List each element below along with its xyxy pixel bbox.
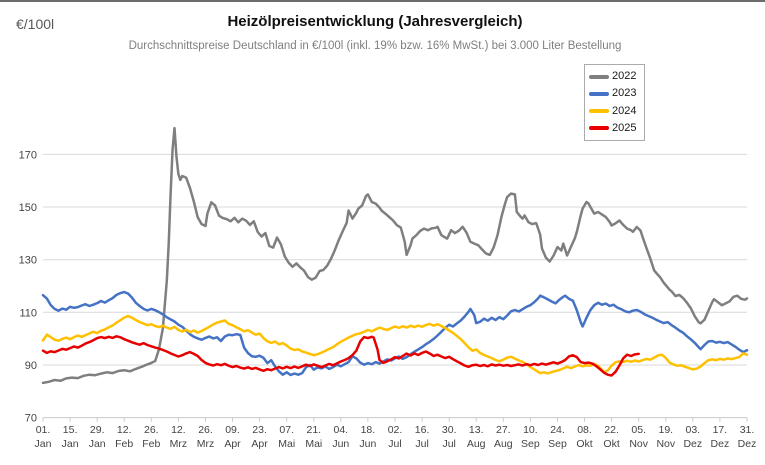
x-axis-tick-label-day: 19. [658,424,673,436]
series-line-2024 [41,314,749,375]
chart-subtitle: Durchschnittspreise Deutschland in €/100… [128,40,622,52]
legend-entry-2022: 2022 [589,71,640,82]
x-axis-tick-label-month: Nov [656,438,675,450]
chart-legend: 2022 2023 2024 2025 [584,64,645,141]
x-axis-tick-label-day: 08. [577,424,592,436]
legend-line-swatch [589,126,609,131]
x-axis-tick-label-month: Apr [251,438,268,450]
x-axis-tick-label-day: 16. [415,424,430,436]
x-axis-tick-label-month: Okt [576,438,592,450]
legend-label: 2022 [612,70,637,83]
x-axis-tick-label-month: Sep [521,438,540,450]
y-axis-tick-label: 150 [19,202,37,214]
top-edge-divider [0,0,765,2]
y-axis-tick-label: 90 [25,360,37,372]
x-axis-tick-label-day: 07. [279,424,294,436]
x-axis-tick-label-day: 22. [604,424,619,436]
x-axis-tick-label-day: 12. [171,424,186,436]
x-axis-tick-label-month: Dez [683,438,702,450]
series-line-2023 [41,290,749,377]
x-axis-tick-label-month: Jun [359,438,376,450]
x-axis-tick-label-day: 24. [550,424,565,436]
legend-line-swatch [589,109,609,114]
x-axis-tick-label-month: Jul [442,438,455,450]
x-axis-tick-label-day: 21. [306,424,321,436]
x-axis-tick-label-day: 12. [117,424,132,436]
y-axis-tick-label: 170 [19,149,37,161]
legend-entry-2025: 2025 [589,121,640,134]
x-axis-tick-label-month: Aug [494,438,513,450]
x-axis-tick-label-month: Feb [142,438,160,450]
x-axis-tick-label-day: 23. [252,424,267,436]
x-axis-tick-label-day: 27. [496,424,511,436]
x-axis-tick-label-month: Okt [603,438,619,450]
x-axis-tick-label-month: Sep [548,438,567,450]
x-axis-tick-label-month: Mrz [197,438,215,450]
legend-line-swatch [589,91,609,96]
x-axis-tick-label-day: 10. [523,424,538,436]
x-axis-tick-label-day: 03. [685,424,700,436]
y-axis-tick-label: 130 [19,255,37,267]
x-axis-tick-label-month: Jun [332,438,349,450]
x-axis-tick-label-month: Jan [62,438,79,450]
x-axis-tick-label-day: 30. [442,424,457,436]
x-axis-tick-label-month: Mai [305,438,322,450]
x-axis-tick-label-month: Feb [115,438,133,450]
series-line-2025 [41,335,640,377]
x-axis-tick-label-day: 01. [36,424,51,436]
x-axis-tick-label-day: 15. [63,424,78,436]
x-axis-tick-label-month: Dez [738,438,757,450]
x-axis-tick-label-day: 26. [198,424,213,436]
x-axis-tick-label-month: Jan [35,438,52,450]
x-axis-tick-label-day: 17. [713,424,728,436]
x-axis-tick-label-day: 05. [631,424,646,436]
x-axis-tick-label-day: 02. [388,424,403,436]
legend-label: 2025 [612,121,637,134]
x-axis-tick-label-month: Jul [415,438,428,450]
legend-line-swatch [589,74,609,79]
x-axis-tick-label-month: Aug [467,438,486,450]
x-axis-tick-label-month: Jan [89,438,106,450]
y-axis-tick-label: 70 [25,413,37,425]
x-axis-tick-label-day: 04. [333,424,348,436]
legend-label: 2024 [612,104,637,117]
x-axis-tick-label-day: 18. [361,424,376,436]
x-axis-tick-label-day: 31. [740,424,755,436]
x-axis-tick-label-month: Dez [711,438,730,450]
x-axis-tick-label-month: Apr [224,438,241,450]
x-axis-tick-label-month: Jul [388,438,401,450]
legend-label: 2023 [612,87,637,100]
x-axis-tick-label-month: Nov [629,438,648,450]
x-axis-tick-label-day: 26. [144,424,159,436]
legend-entry-2024: 2024 [589,104,640,117]
legend-entry-2023: 2023 [589,88,640,99]
series-line-2022 [41,126,749,385]
x-axis-tick-label-month: Mai [278,438,295,450]
x-axis-tick-label-month: Mrz [170,438,188,450]
x-axis-tick-label-day: 13. [469,424,484,436]
chart-title: Heizölpreisentwicklung (Jahresvergleich) [227,13,523,30]
y-axis-unit-label: €/100l [16,16,55,32]
x-axis-tick-label-day: 29. [90,424,105,436]
x-axis-tick-label-day: 09. [225,424,240,436]
y-axis-tick-label: 110 [19,307,37,319]
